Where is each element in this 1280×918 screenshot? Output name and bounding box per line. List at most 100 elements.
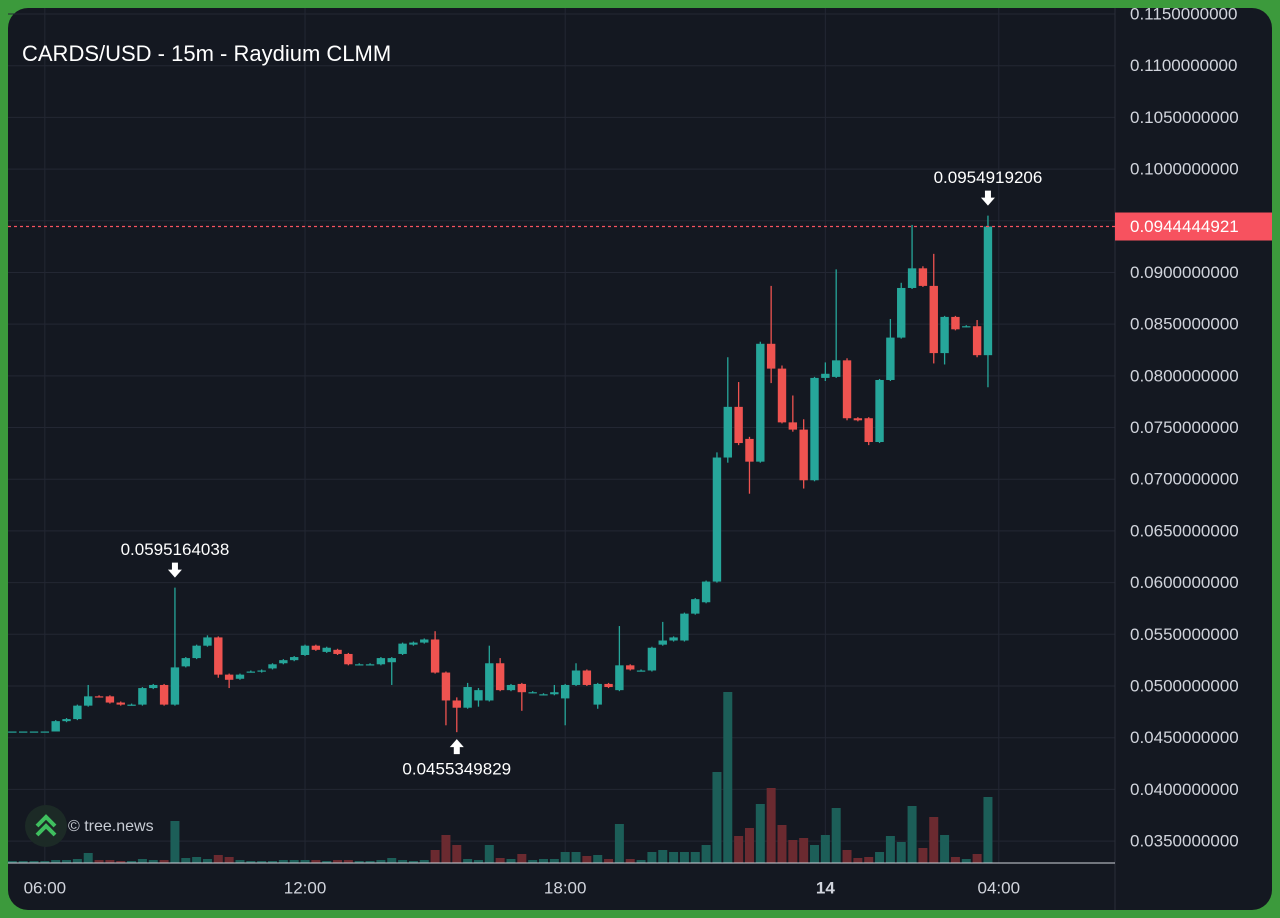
y-tick-label: 0.0600000000 <box>1130 573 1239 592</box>
volume-bar <box>170 821 180 863</box>
candle-body <box>257 670 266 672</box>
candle-body <box>972 326 982 356</box>
candle-body <box>441 672 451 701</box>
volume-bar <box>127 861 137 863</box>
candle-body <box>235 674 245 679</box>
volume-bar <box>744 828 754 863</box>
volume-bar <box>83 853 93 863</box>
candle-body <box>62 719 71 722</box>
y-tick-label: 0.0500000000 <box>1130 676 1239 695</box>
candle-body <box>734 406 743 444</box>
candle-body <box>344 653 353 665</box>
candle-body <box>138 688 147 705</box>
volume-bar <box>831 808 841 863</box>
candle-body <box>636 670 646 672</box>
volume-bar <box>484 845 494 863</box>
candle-body <box>159 684 169 705</box>
y-tick-label: 0.0800000000 <box>1130 366 1239 385</box>
y-tick-label: 0.0700000000 <box>1130 470 1239 489</box>
candle-body <box>192 645 201 659</box>
x-tick-label: 12:00 <box>284 878 327 897</box>
watermark-logo <box>25 805 67 847</box>
candle-body <box>571 670 581 685</box>
volume-bar <box>322 861 332 863</box>
volume-bar <box>842 850 852 863</box>
volume-bar <box>213 855 223 863</box>
candle-body <box>539 694 548 696</box>
volume-bar <box>311 860 321 863</box>
candle-body <box>355 664 364 666</box>
candle-body <box>224 674 234 680</box>
candle-body <box>18 731 28 733</box>
panel <box>8 8 1272 910</box>
volume-bar <box>257 861 267 863</box>
candle-body <box>842 360 852 419</box>
candle-body <box>712 457 722 582</box>
volume-bar <box>343 860 353 863</box>
volume-bar <box>408 861 418 863</box>
x-tick-label: 18:00 <box>544 878 587 897</box>
volume-bar <box>192 857 202 863</box>
candle-body <box>745 438 754 462</box>
candle-body <box>322 647 331 652</box>
candle-body <box>886 337 895 380</box>
volume-bar <box>506 859 516 863</box>
volume-bar <box>148 860 158 863</box>
y-tick-label: 0.1100000000 <box>1130 56 1237 75</box>
volume-bar <box>268 861 278 863</box>
candle-body <box>788 422 798 430</box>
volume-bar <box>473 860 483 863</box>
candle-body <box>550 692 559 695</box>
volume-bar <box>116 861 126 863</box>
volume-bar <box>528 860 538 863</box>
y-tick-label: 0.0350000000 <box>1130 832 1239 851</box>
y-tick-label: 0.0650000000 <box>1130 521 1239 540</box>
volume-bar <box>625 859 635 863</box>
volume-bar <box>365 861 375 863</box>
candle-body <box>940 316 949 354</box>
volume-bar <box>354 861 364 863</box>
candle-body <box>582 670 592 685</box>
volume-bar <box>278 860 288 863</box>
candle-body <box>831 360 841 377</box>
volume-bar <box>907 806 917 863</box>
volume-bar <box>777 825 787 863</box>
candle-body <box>203 637 212 646</box>
candle-body <box>593 683 602 705</box>
volume-bar <box>289 860 299 863</box>
volume-bar <box>582 856 592 863</box>
volume-bar <box>159 860 169 863</box>
candle-body <box>907 268 917 288</box>
x-tick-label: 04:00 <box>978 878 1021 897</box>
volume-bar <box>864 857 874 863</box>
volume-bar <box>72 859 82 863</box>
volume-bar <box>333 860 343 863</box>
y-tick-label: 0.0750000000 <box>1130 418 1239 437</box>
y-tick-label: 0.0550000000 <box>1130 625 1239 644</box>
candle-body <box>289 657 299 661</box>
volume-bar <box>799 838 809 863</box>
volume-bar <box>387 858 397 863</box>
y-tick-label: 0.0850000000 <box>1130 315 1239 334</box>
volume-bar <box>571 852 581 863</box>
volume-bar <box>29 861 39 863</box>
volume-bar <box>94 860 104 863</box>
volume-bar <box>972 854 982 863</box>
candle-body <box>897 287 906 338</box>
candle-body <box>311 645 321 650</box>
y-tick-label: 0.0900000000 <box>1130 263 1239 282</box>
high-arrow <box>167 562 182 578</box>
volume-bar <box>723 692 733 863</box>
chart-title: CARDS/USD - 15m - Raydium CLMM <box>22 41 391 66</box>
volume-bar <box>549 859 559 863</box>
volume-bar <box>701 845 711 863</box>
volume-bar <box>896 842 906 863</box>
volume-bar <box>983 797 993 863</box>
candle-body <box>365 664 375 666</box>
candle-body <box>474 690 483 701</box>
volume-bar <box>614 824 624 863</box>
candle-body <box>430 639 440 673</box>
volume-bar <box>918 848 928 863</box>
candle-body <box>680 613 689 641</box>
